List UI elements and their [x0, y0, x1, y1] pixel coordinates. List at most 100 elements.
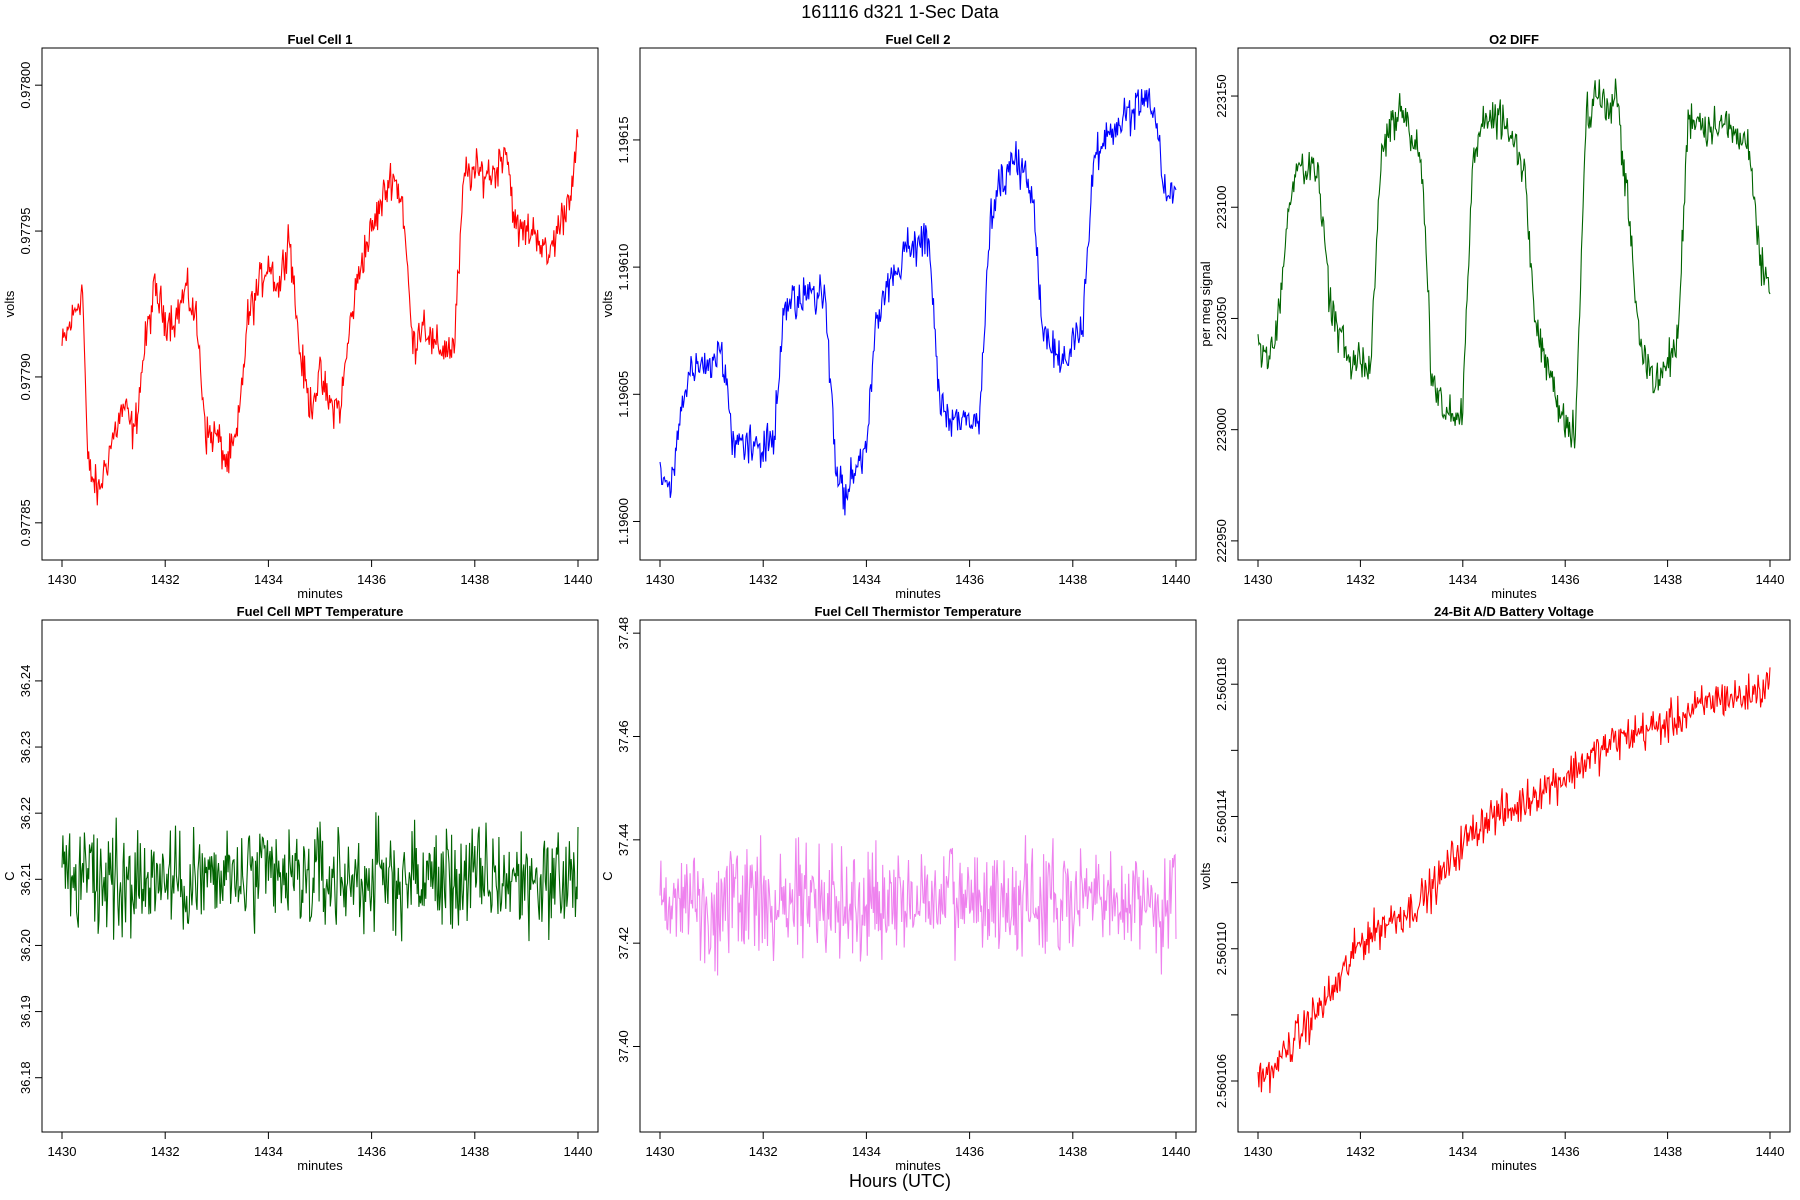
y-tick-label: 1.19615 — [616, 116, 631, 163]
x-tick-label: 1440 — [1162, 1144, 1191, 1159]
y-tick-label: 37.44 — [616, 824, 631, 857]
chart-title: Fuel Cell 2 — [885, 32, 950, 47]
x-tick-label: 1438 — [1058, 1144, 1087, 1159]
page-title: 161116 d321 1-Sec Data — [801, 2, 999, 22]
x-tick-label: 1436 — [955, 572, 984, 587]
y-tick-label: 36.20 — [18, 929, 33, 962]
y-tick-label: 1.19605 — [616, 371, 631, 418]
x-tick-label: 1434 — [852, 1144, 881, 1159]
chart-title: Fuel Cell Thermistor Temperature — [814, 604, 1021, 619]
x-tick-label: 1436 — [357, 572, 386, 587]
y-tick-label: 222950 — [1214, 519, 1229, 562]
y-tick-label: 36.19 — [18, 995, 33, 1028]
y-tick-label: 1.19610 — [616, 244, 631, 291]
chart-title: Fuel Cell MPT Temperature — [237, 604, 404, 619]
x-tick-label: 1434 — [254, 1144, 283, 1159]
chart-panel-1: Fuel Cell 1 1430 1432 1434 1436 1438 1440 minut… — [2, 32, 599, 601]
plot-frame — [639, 619, 1197, 1133]
chart-panel-5: Fuel Cell Thermistor Temperature 1430 1432… — [600, 604, 1197, 1173]
y-axis-label: volts — [2, 290, 17, 317]
y-tick-label: 2.560118 — [1214, 658, 1229, 711]
series-line-fuel-cell-2 — [659, 88, 1177, 516]
x-tick-label: 1434 — [1448, 1144, 1477, 1159]
x-tick-label: 1430 — [48, 1144, 77, 1159]
x-tick-label: 1438 — [1653, 572, 1682, 587]
plot-frame — [639, 47, 1197, 561]
x-axis-label: minutes — [895, 586, 941, 601]
x-tick-label: 1440 — [1162, 572, 1191, 587]
series-line-fuel-cell-1 — [61, 129, 579, 506]
x-tick-label: 1432 — [749, 572, 778, 587]
y-tick-label: 223150 — [1214, 74, 1229, 117]
x-tick-label: 1440 — [564, 1144, 593, 1159]
x-tick-label: 1436 — [1551, 572, 1580, 587]
x-axis-label: minutes — [297, 586, 343, 601]
chart-title: Fuel Cell 1 — [287, 32, 352, 47]
x-tick-label: 1438 — [1653, 1144, 1682, 1159]
x-axis-label: minutes — [1491, 1158, 1537, 1173]
series-line-24-bit-a-d-battery-voltage — [1257, 667, 1771, 1094]
x-tick-label: 1432 — [1346, 572, 1375, 587]
series-line-fuel-cell-mpt-temperature — [61, 812, 579, 942]
plot-frame — [1237, 619, 1791, 1133]
y-tick-label: 0.97800 — [18, 62, 33, 109]
y-axis-label: C — [600, 871, 615, 880]
x-tick-label: 1438 — [460, 1144, 489, 1159]
y-tick-label: 36.23 — [18, 731, 33, 764]
y-axis-label: volts — [1198, 862, 1213, 889]
y-tick-label: 223050 — [1214, 297, 1229, 340]
x-tick-label: 1430 — [48, 572, 77, 587]
chart-panel-6: 24-Bit A/D Battery Voltage 1430 1432 1434 14… — [1198, 604, 1791, 1173]
y-tick-label: 2.560114 — [1214, 790, 1229, 843]
y-tick-label: 1.19600 — [616, 498, 631, 545]
x-tick-label: 1434 — [852, 572, 881, 587]
x-tick-label: 1434 — [1448, 572, 1477, 587]
y-tick-label: 37.46 — [616, 720, 631, 753]
chart-title: 24-Bit A/D Battery Voltage — [1434, 604, 1594, 619]
chart-panel-3: O2 DIFF 1430 1432 1434 1436 1438 1440 minutes 22… — [1198, 32, 1791, 601]
x-tick-label: 1432 — [749, 1144, 778, 1159]
y-tick-label: 36.18 — [18, 1061, 33, 1094]
x-tick-label: 1440 — [1756, 572, 1785, 587]
plot-frame — [1237, 47, 1791, 561]
y-tick-label: 37.48 — [616, 617, 631, 650]
bottom-axis-label: Hours (UTC) — [849, 1171, 951, 1191]
y-tick-label: 36.21 — [18, 863, 33, 896]
plot-frame — [41, 619, 599, 1133]
plot-frame — [41, 47, 599, 561]
y-tick-label: 2.560110 — [1214, 922, 1229, 975]
series-line-fuel-cell-thermistor-temperature — [659, 835, 1177, 976]
chart-panel-4: Fuel Cell MPT Temperature 1430 1432 1434 143… — [2, 604, 599, 1173]
x-tick-label: 1434 — [254, 572, 283, 587]
x-axis-label: minutes — [895, 1158, 941, 1173]
y-axis-label: per meg signal — [1198, 261, 1213, 346]
y-tick-label: 0.97790 — [18, 353, 33, 400]
x-axis-label: minutes — [297, 1158, 343, 1173]
y-tick-label: 37.40 — [616, 1030, 631, 1063]
series-line-o2-diff — [1257, 78, 1771, 449]
x-tick-label: 1432 — [151, 572, 180, 587]
x-tick-label: 1436 — [357, 1144, 386, 1159]
y-axis-label: volts — [600, 290, 615, 317]
x-tick-label: 1432 — [1346, 1144, 1375, 1159]
x-tick-label: 1430 — [1244, 572, 1273, 587]
x-tick-label: 1430 — [1244, 1144, 1273, 1159]
x-tick-label: 1438 — [460, 572, 489, 587]
y-tick-label: 223100 — [1214, 186, 1229, 229]
x-tick-label: 1440 — [1756, 1144, 1785, 1159]
x-tick-label: 1436 — [955, 1144, 984, 1159]
y-tick-label: 223000 — [1214, 408, 1229, 451]
chart-panel-2: Fuel Cell 2 1430 1432 1434 1436 1438 1440 minut… — [600, 32, 1197, 601]
x-tick-label: 1432 — [151, 1144, 180, 1159]
y-tick-label: 0.97795 — [18, 208, 33, 255]
x-tick-label: 1436 — [1551, 1144, 1580, 1159]
y-tick-label: 36.22 — [18, 797, 33, 830]
y-tick-label: 37.42 — [616, 927, 631, 960]
y-tick-label: 0.97785 — [18, 499, 33, 546]
x-tick-label: 1430 — [646, 1144, 675, 1159]
y-axis-label: C — [2, 871, 17, 880]
x-tick-label: 1438 — [1058, 572, 1087, 587]
chart-title: O2 DIFF — [1489, 32, 1539, 47]
x-tick-label: 1430 — [646, 572, 675, 587]
